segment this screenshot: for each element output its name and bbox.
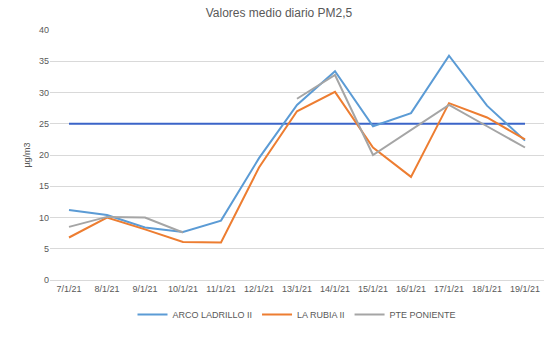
svg-text:10: 10 (39, 213, 49, 223)
svg-text:25: 25 (39, 119, 49, 129)
svg-text:18/1/21: 18/1/21 (472, 284, 502, 294)
svg-text:8/1/21: 8/1/21 (94, 284, 119, 294)
svg-text:5: 5 (44, 244, 49, 254)
svg-text:0: 0 (44, 275, 49, 285)
svg-text:ARCO LADRILLO II: ARCO LADRILLO II (173, 310, 253, 320)
svg-text:15: 15 (39, 181, 49, 191)
svg-text:11/1/21: 11/1/21 (206, 284, 235, 294)
svg-text:16/1/21: 16/1/21 (396, 284, 426, 294)
svg-text:30: 30 (39, 88, 49, 98)
svg-text:40: 40 (39, 25, 49, 35)
svg-text:12/1/21: 12/1/21 (244, 284, 274, 294)
svg-text:9/1/21: 9/1/21 (132, 284, 157, 294)
svg-text:15/1/21: 15/1/21 (358, 284, 388, 294)
svg-text:PTE PONIENTE: PTE PONIENTE (390, 310, 456, 320)
svg-text:µg/m3: µg/m3 (22, 142, 32, 167)
svg-text:7/1/21: 7/1/21 (56, 284, 81, 294)
svg-text:20: 20 (39, 150, 49, 160)
svg-text:14/1/21: 14/1/21 (320, 284, 350, 294)
svg-text:17/1/21: 17/1/21 (434, 284, 464, 294)
svg-text:35: 35 (39, 56, 49, 66)
svg-text:13/1/21: 13/1/21 (282, 284, 312, 294)
svg-text:LA RUBIA II: LA RUBIA II (297, 310, 345, 320)
svg-text:10/1/21: 10/1/21 (168, 284, 198, 294)
svg-text:Valores medio diario PM2,5: Valores medio diario PM2,5 (206, 6, 353, 20)
svg-text:19/1/21: 19/1/21 (510, 284, 540, 294)
